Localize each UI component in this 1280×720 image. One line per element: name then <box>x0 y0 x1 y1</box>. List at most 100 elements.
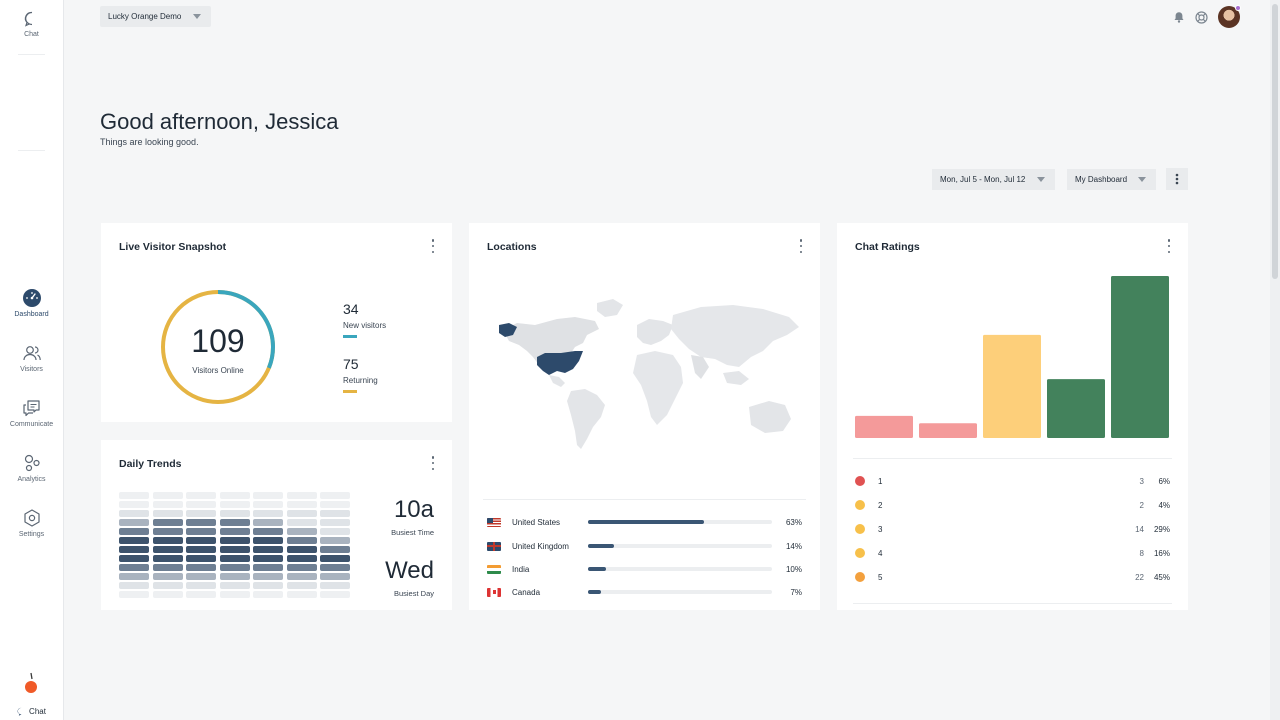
date-range-select[interactable]: Mon, Jul 5 - Mon, Jul 12 <box>932 169 1055 190</box>
rating-bar-3[interactable] <box>983 334 1041 438</box>
rating-bar-2[interactable] <box>919 423 977 438</box>
heatmap-cell <box>186 528 216 535</box>
heatmap-cell <box>119 582 149 589</box>
card-title: Daily Trends <box>119 458 182 470</box>
busiest-time-label: Busiest Time <box>391 528 434 537</box>
location-pct: 10% <box>785 564 802 574</box>
bottom-chat-label: Chat <box>29 706 46 716</box>
map-asia <box>671 305 799 367</box>
rating-bar-4[interactable] <box>1047 379 1105 438</box>
heatmap-cell <box>219 510 250 517</box>
heatmap-cell <box>320 555 350 562</box>
analytics-icon <box>24 454 40 472</box>
rating-bar-5[interactable] <box>1111 276 1169 438</box>
chat-ratings-card: Chat Ratings 1 3 6% 2 2 4% 3 14 29% 4 8 … <box>837 223 1188 610</box>
location-country: United Kingdom <box>512 541 569 551</box>
card-menu-button[interactable] <box>428 239 438 253</box>
scrollbar[interactable] <box>1270 0 1280 720</box>
heatmap-cell <box>286 546 317 553</box>
location-bar-track <box>588 520 772 524</box>
location-row: United Kingdom 14% <box>487 539 802 553</box>
busiest-day-label: Busiest Day <box>393 589 434 598</box>
heatmap-cell <box>219 519 250 526</box>
location-country: United States <box>512 517 561 527</box>
sidebar-item-chat[interactable]: Chat <box>0 10 63 38</box>
heatmap-cell <box>119 501 149 508</box>
angry-face-icon <box>855 476 865 486</box>
rating-count: 2 <box>1139 500 1144 510</box>
card-menu-button[interactable] <box>1164 239 1174 253</box>
heatmap-cell <box>186 510 216 517</box>
heatmap-cell <box>119 573 149 580</box>
us-flag-icon <box>487 517 501 527</box>
rating-row: 5 22 45% <box>855 570 1170 584</box>
sidebar-item-label: Visitors <box>20 366 43 373</box>
heatmap-cell <box>119 510 149 517</box>
daily-trends-card: Daily Trends 10a Busiest Time Wed Busies… <box>101 440 452 610</box>
kebab-menu-icon <box>1167 239 1171 242</box>
location-pct: 14% <box>785 541 802 551</box>
heatmap-cell <box>286 555 317 562</box>
map-south-america <box>567 389 605 449</box>
rating-label: 2 <box>878 500 883 510</box>
heatmap-cell <box>219 591 250 598</box>
sidebar-item-label: Settings <box>18 531 45 538</box>
map-india <box>691 355 709 379</box>
heatmap-cell <box>320 564 350 571</box>
org-select[interactable]: Lucky Orange Demo <box>100 6 211 27</box>
world-map <box>499 299 799 449</box>
heatmap-cell <box>152 582 183 589</box>
visitors-online-count: 109 <box>191 323 245 359</box>
rating-row: 1 3 6% <box>855 474 1170 488</box>
sidebar-item-dashboard[interactable]: Dashboard <box>0 288 63 318</box>
neutral-face-icon <box>855 524 865 534</box>
rating-label: 1 <box>878 476 883 486</box>
heatmap-cell <box>253 528 283 535</box>
location-bar-fill <box>588 520 704 524</box>
sidebar-divider <box>18 54 45 55</box>
rating-bar-1[interactable] <box>855 415 913 438</box>
orange-logo-icon[interactable] <box>23 670 39 701</box>
scrollbar-thumb[interactable] <box>1272 4 1278 279</box>
rating-count: 22 <box>1135 572 1144 582</box>
heatmap-cell <box>119 546 149 553</box>
page-subtitle: Things are looking good. <box>100 137 199 147</box>
sidebar-item-communicate[interactable]: Communicate <box>0 398 63 428</box>
org-select-label: Lucky Orange Demo <box>108 12 182 21</box>
sidebar-item-analytics[interactable]: Analytics <box>0 453 63 483</box>
chat-bubble-icon <box>24 11 32 27</box>
dashboard-icon <box>22 289 41 307</box>
heatmap-cell <box>186 573 216 580</box>
heatmap-cell <box>253 546 283 553</box>
dashboard-menu-button[interactable] <box>1166 168 1188 190</box>
page-title: Good afternoon, Jessica <box>100 109 339 134</box>
bottom-chat-button[interactable]: Chat <box>0 702 63 720</box>
sidebar-item-label: Communicate <box>9 421 54 428</box>
card-menu-button[interactable] <box>796 239 806 253</box>
chevron-down-icon <box>1037 177 1045 182</box>
busiest-time-value: 10a <box>393 496 434 523</box>
heatmap-cell <box>320 492 350 499</box>
heatmap-cell <box>186 537 216 544</box>
sidebar-item-settings[interactable]: Settings <box>0 508 63 538</box>
heatmap-cell <box>186 564 216 571</box>
heatmap-cell <box>253 591 283 598</box>
new-visitors-label: New visitors <box>343 321 387 330</box>
heatmap-cell <box>119 492 149 499</box>
sidebar-item-label: Analytics <box>17 476 46 483</box>
avatar[interactable] <box>1218 5 1241 28</box>
dashboard-select[interactable]: My Dashboard <box>1067 169 1156 190</box>
heatmap-cell <box>286 564 317 571</box>
heatmap-cell <box>152 519 183 526</box>
location-row: Canada 7% <box>487 585 802 599</box>
visitors-donut <box>161 290 275 404</box>
heatmap-cell <box>286 573 317 580</box>
help-icon[interactable] <box>1195 10 1208 24</box>
card-menu-button[interactable] <box>428 456 438 470</box>
heatmap-cell <box>253 510 283 517</box>
heatmap-cell <box>286 591 317 598</box>
new-visitors-count: 34 <box>343 301 359 317</box>
sidebar-item-visitors[interactable]: Visitors <box>0 343 63 373</box>
map-north-america <box>503 317 599 367</box>
bell-icon[interactable] <box>1173 11 1185 23</box>
